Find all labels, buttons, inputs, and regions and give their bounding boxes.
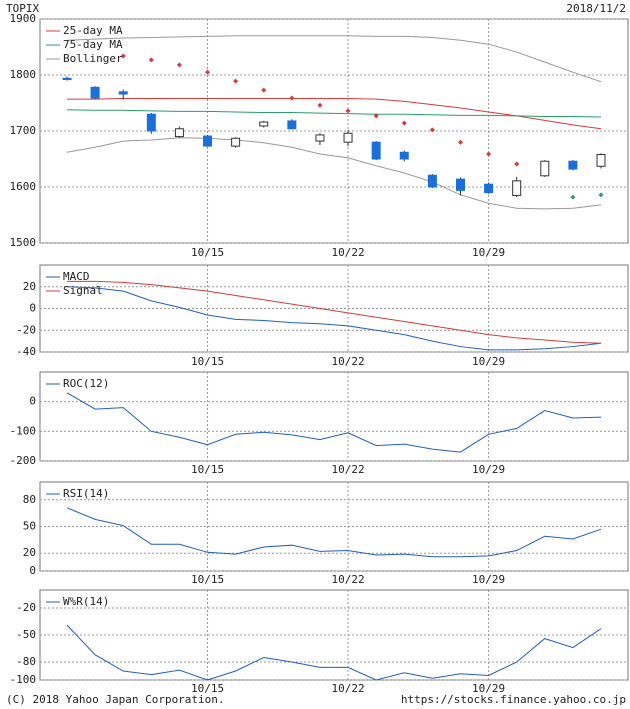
legend-label: Bollinger [63,52,123,65]
candle-body [596,154,606,167]
candle-body [259,121,269,127]
y-tick-label: 0 [29,564,36,577]
series-line [66,286,602,351]
candle-body [455,178,465,191]
sar-dot [457,139,463,145]
sar-dot [176,62,182,68]
sar-dot [205,69,211,75]
x-tick-label: 10/15 [191,682,224,695]
candle-body [568,160,578,170]
y-tick-label: 20 [23,546,36,559]
candle-body [174,128,184,138]
legend-label: 75-day MA [63,38,123,51]
y-tick-label: -50 [16,628,36,641]
sar-dot [401,120,407,126]
x-tick-label: 10/15 [191,355,224,368]
sar-dot [120,53,126,59]
series-line [66,35,602,83]
y-tick-label: -20 [16,323,36,336]
candle-body [484,183,494,194]
sar-dot [514,161,520,167]
candle-body [146,113,156,132]
x-tick-label: 10/22 [331,355,364,368]
legend-label: 25-day MA [63,24,123,37]
x-tick-label: 10/22 [331,682,364,695]
y-tick-label: -20 [16,601,36,614]
candle-body [315,134,325,142]
legend-label: W%R(14) [63,595,109,608]
sar-dot [289,95,295,101]
candle-body [118,91,128,95]
candle-body [371,141,381,160]
x-tick-label: 10/29 [472,682,505,695]
y-tick-label: 1800 [10,68,37,81]
y-tick-label: 50 [23,520,36,533]
series-line [67,280,602,344]
x-tick-label: 10/29 [472,246,505,259]
candle-body [427,174,437,188]
sar-dot [345,108,351,114]
candle-body [231,137,241,147]
x-tick-label: 10/29 [472,573,505,586]
candle-body [540,160,550,177]
y-tick-label: -80 [16,655,36,668]
sar-dot [486,151,492,157]
plot-frame [39,371,629,462]
candle-body [62,77,72,80]
x-tick-label: 10/22 [331,573,364,586]
x-tick-label: 10/15 [191,573,224,586]
y-tick-label: 1600 [10,180,37,193]
sar-dot [570,194,576,200]
x-tick-label: 10/29 [472,463,505,476]
y-tick-label: 0 [29,395,36,408]
y-tick-label: -200 [10,454,37,467]
legend-label: RSI(14) [63,487,109,500]
sar-dot [233,78,239,84]
candle-body [90,86,100,99]
sar-dot [373,113,379,119]
series-line [67,98,602,130]
y-tick-label: 1500 [10,236,37,249]
x-tick-label: 10/15 [191,246,224,259]
y-tick-label: -100 [10,673,37,686]
candle-body [287,120,297,130]
sar-dot [261,87,267,93]
x-tick-label: 10/22 [331,246,364,259]
date: 2018/11/2 [566,2,626,15]
y-tick-label: 0 [29,302,36,315]
candle-body [203,135,213,147]
source-url: https://stocks.finance.yahoo.co.jp [401,693,626,706]
x-tick-label: 10/22 [331,463,364,476]
sar-dot [317,102,323,108]
series-line [66,507,602,558]
y-tick-label: 1700 [10,124,37,137]
legend-label: ROC(12) [63,377,109,390]
series-line [66,109,602,118]
candle-body [399,151,409,160]
candle-body [343,132,353,143]
symbol: TOPIX [6,2,39,15]
y-tick-label: -100 [10,424,37,437]
sar-dot [598,192,604,198]
x-tick-label: 10/29 [472,355,505,368]
series-line-lower [66,137,602,210]
y-tick-label: 20 [23,280,36,293]
series-line [66,624,602,681]
y-tick-label: 80 [23,493,36,506]
copyright: (C) 2018 Yahoo Japan Corporation. [6,693,225,706]
series-line [66,392,602,453]
legend-label: Signal [63,284,103,297]
candle-body [512,180,522,196]
y-tick-label: 1900 [10,12,37,25]
sar-dot [429,127,435,133]
x-tick-label: 10/15 [191,463,224,476]
sar-dot [148,57,154,63]
legend-label: MACD [63,270,90,283]
y-tick-label: -40 [16,345,36,358]
